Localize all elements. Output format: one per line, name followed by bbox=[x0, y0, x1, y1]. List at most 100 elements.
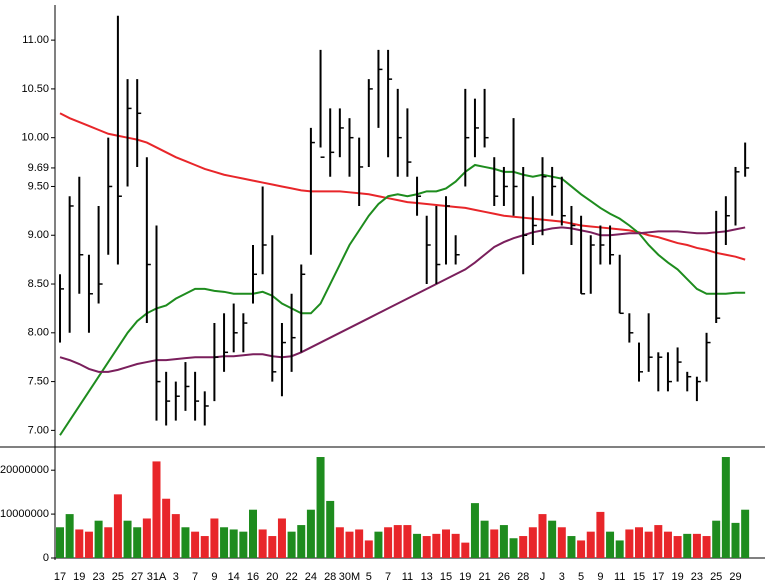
volume-bar bbox=[490, 529, 499, 558]
volume-bar bbox=[268, 536, 277, 558]
x-tick-label: 16 bbox=[247, 571, 259, 583]
volume-bar bbox=[65, 514, 74, 558]
x-tick-label: 14 bbox=[228, 571, 240, 583]
x-tick-label: 9 bbox=[597, 571, 603, 583]
volume-bar bbox=[229, 529, 238, 558]
volume-bar bbox=[374, 531, 383, 558]
volume-bar bbox=[432, 533, 441, 558]
volume-bar bbox=[113, 494, 122, 558]
volume-bar bbox=[249, 509, 257, 558]
x-tick-label: 21 bbox=[478, 571, 490, 583]
volume-bar bbox=[470, 503, 479, 558]
volume-bar bbox=[635, 527, 643, 558]
volume-bar bbox=[258, 529, 267, 558]
volume-bar bbox=[712, 520, 721, 558]
volume-bar bbox=[56, 527, 64, 558]
volume-bar bbox=[509, 538, 518, 558]
y-tick-label: 7.00 bbox=[28, 424, 49, 436]
volume-bar bbox=[577, 540, 586, 558]
x-tick-label: 5 bbox=[366, 571, 372, 583]
x-tick-label: 5 bbox=[578, 571, 584, 583]
volume-bar bbox=[528, 527, 537, 558]
volume-bar bbox=[171, 514, 180, 558]
y-tick-label: 9.69 bbox=[28, 162, 49, 174]
x-tick-label: 24 bbox=[305, 571, 317, 583]
volume-bar bbox=[442, 529, 450, 558]
moving-average bbox=[59, 226, 746, 373]
volume-bar bbox=[335, 527, 344, 558]
volume-bar bbox=[104, 527, 113, 558]
x-tick-label: 11 bbox=[402, 571, 413, 583]
x-tick-label: 23 bbox=[92, 571, 104, 583]
volume-bar bbox=[625, 529, 634, 558]
y-tick-label: 0 bbox=[43, 552, 49, 564]
x-tick-label: 9 bbox=[211, 571, 217, 583]
volume-bar bbox=[644, 531, 653, 558]
volume-bar bbox=[692, 533, 701, 558]
x-tick-label: 29 bbox=[729, 571, 741, 583]
volume-bar bbox=[239, 531, 248, 558]
volume-bar bbox=[220, 527, 229, 558]
volume-bar bbox=[123, 520, 132, 558]
volume-bar bbox=[287, 531, 296, 558]
volume-bar bbox=[181, 527, 190, 558]
x-tick-label: 30M bbox=[339, 571, 360, 583]
volume-bar bbox=[586, 531, 595, 558]
volume-bar bbox=[557, 527, 566, 558]
volume-bar bbox=[75, 529, 84, 558]
x-tick-label: 13 bbox=[421, 571, 433, 583]
x-tick-label: 15 bbox=[440, 571, 452, 583]
y-tick-label: 8.50 bbox=[28, 278, 49, 290]
y-tick-label: 11.00 bbox=[22, 34, 49, 46]
y-tick-label: 10000000 bbox=[0, 508, 49, 520]
volume-bar bbox=[461, 542, 470, 558]
volume-bar bbox=[480, 520, 489, 558]
volume-bar bbox=[606, 531, 615, 558]
y-tick-label: 10.00 bbox=[21, 132, 49, 144]
volume-bar bbox=[142, 518, 151, 558]
volume-bar bbox=[567, 536, 576, 558]
volume-bar bbox=[538, 514, 547, 558]
volume-bar bbox=[210, 518, 219, 558]
volume-bar bbox=[731, 522, 740, 558]
volume-bar bbox=[654, 525, 663, 558]
volume-bar bbox=[673, 536, 682, 558]
volume-bar bbox=[422, 536, 431, 558]
x-tick-label: 20 bbox=[266, 571, 278, 583]
volume-bar bbox=[451, 533, 460, 558]
volume-bar bbox=[133, 527, 142, 558]
volume-bar bbox=[94, 520, 103, 558]
x-tick-label: J bbox=[540, 571, 546, 583]
x-tick-label: 3 bbox=[559, 571, 565, 583]
volume-bar bbox=[326, 500, 335, 558]
volume-bar bbox=[162, 498, 171, 558]
volume-bar bbox=[306, 509, 315, 558]
x-tick-label: 25 bbox=[710, 571, 722, 583]
volume-bar bbox=[316, 457, 325, 558]
x-tick-label: 7 bbox=[385, 571, 391, 583]
x-tick-label: 27 bbox=[131, 571, 143, 583]
volume-bar bbox=[393, 525, 402, 558]
volume-bar bbox=[364, 540, 373, 558]
volume-bar bbox=[702, 536, 711, 558]
volume-bar bbox=[519, 536, 528, 558]
x-tick-label: 31A bbox=[147, 571, 167, 583]
x-tick-label: 23 bbox=[691, 571, 703, 583]
x-tick-label: 17 bbox=[652, 571, 664, 583]
volume-bar bbox=[345, 531, 354, 558]
volume-bar bbox=[499, 525, 508, 558]
volume-bar bbox=[297, 525, 306, 558]
volume-bar bbox=[200, 536, 209, 558]
y-tick-label: 20000000 bbox=[0, 464, 49, 476]
volume-bar bbox=[683, 533, 692, 558]
volume-bar bbox=[152, 461, 161, 558]
moving-average bbox=[59, 112, 746, 261]
volume-bar bbox=[84, 531, 93, 558]
moving-average bbox=[59, 163, 746, 436]
y-tick-label: 10.50 bbox=[21, 83, 49, 95]
y-tick-label: 8.00 bbox=[28, 327, 49, 339]
volume-bar bbox=[355, 529, 364, 558]
x-tick-label: 15 bbox=[633, 571, 645, 583]
x-tick-label: 28 bbox=[517, 571, 529, 583]
